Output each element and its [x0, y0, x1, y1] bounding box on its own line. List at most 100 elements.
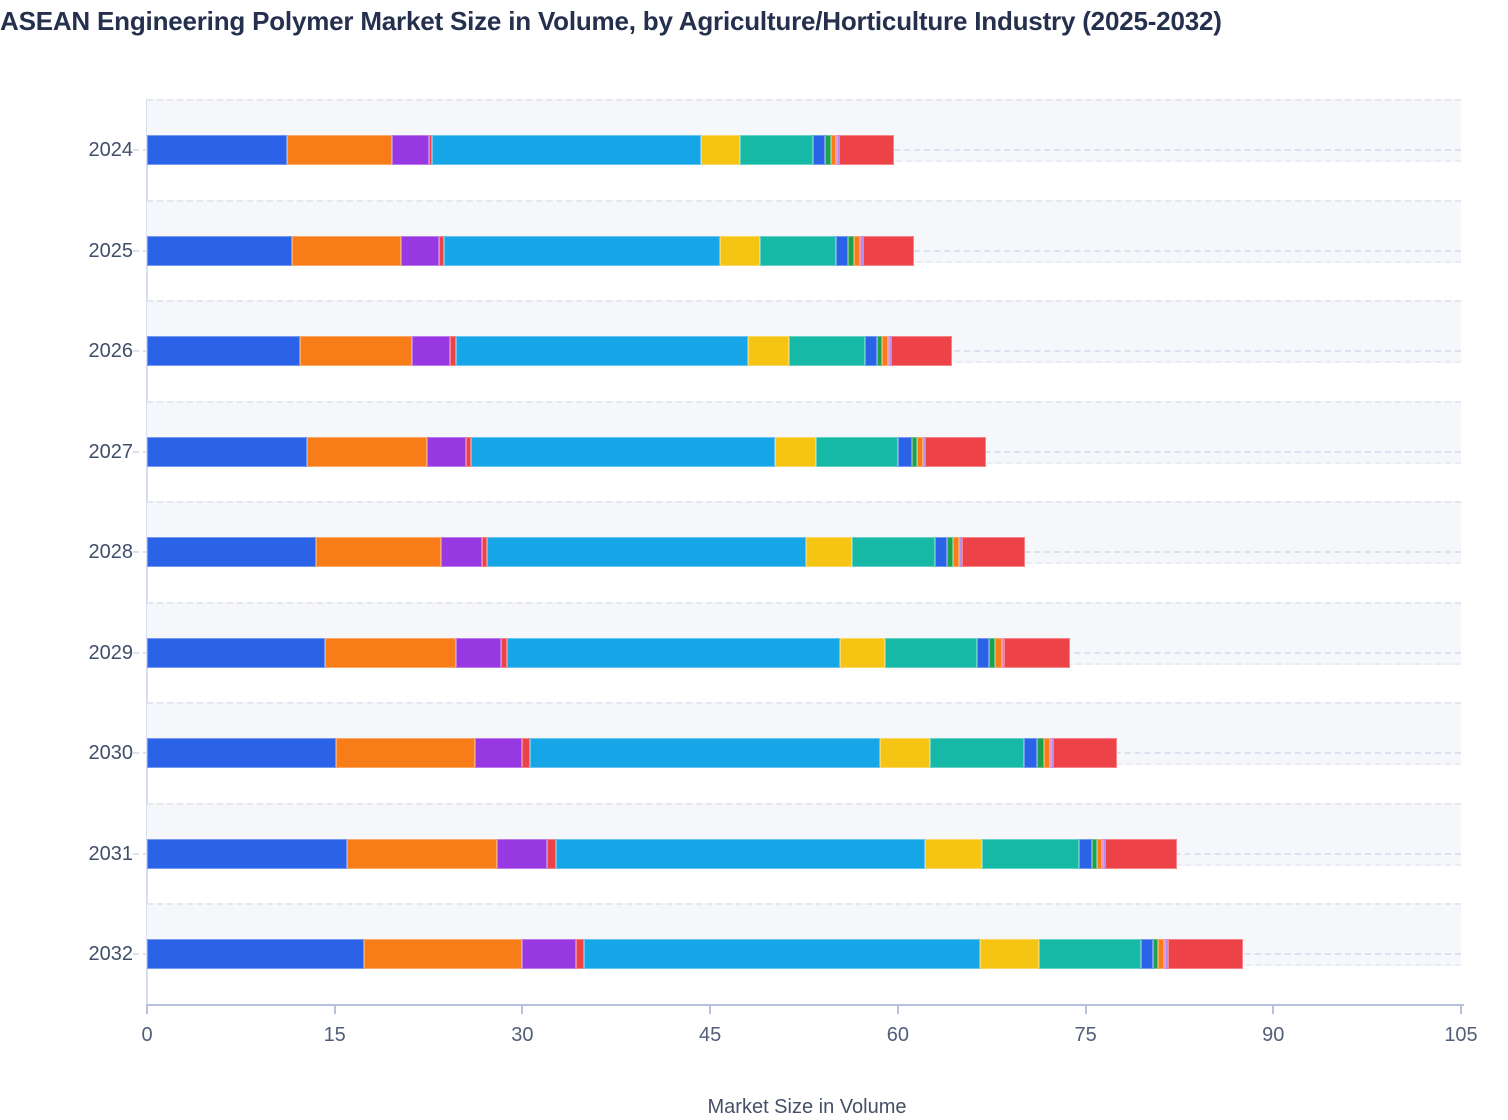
bar-segment-segment-10-orange[interactable] — [952, 537, 960, 568]
bar-segment-segment-04-red-thin[interactable] — [501, 637, 508, 668]
bar-segment-segment-12-violet[interactable] — [1051, 738, 1053, 769]
bar-segment-segment-12-violet[interactable] — [1166, 939, 1169, 970]
bar-segment-segment-01-blue[interactable] — [147, 436, 308, 467]
bar-segment-segment-03-purple[interactable] — [401, 235, 439, 266]
bar-segment-segment-06-yellow[interactable] — [720, 235, 761, 266]
bar-segment-segment-08-blue[interactable] — [865, 336, 877, 367]
bar-segment-segment-07-teal[interactable] — [930, 738, 1025, 769]
bar-segment-segment-07-teal[interactable] — [816, 436, 898, 467]
bar-segment-segment-10-orange[interactable] — [881, 336, 889, 367]
bar-segment-segment-09-green[interactable] — [1036, 738, 1045, 769]
bar-segment-segment-05-light-blue[interactable] — [443, 235, 721, 266]
bar-segment-segment-02-orange[interactable] — [324, 637, 457, 668]
bar-segment-segment-11-pink[interactable] — [860, 235, 862, 266]
bar-segment-segment-13-red[interactable] — [890, 336, 952, 367]
bar-segment-segment-05-light-blue[interactable] — [487, 537, 807, 568]
bar-segment-segment-04-red-thin[interactable] — [576, 939, 584, 970]
bar-segment-segment-13-red[interactable] — [1052, 738, 1117, 769]
bar-segment-segment-05-light-blue[interactable] — [556, 838, 926, 869]
bar-segment-segment-07-teal[interactable] — [788, 336, 866, 367]
bar-segment-segment-03-purple[interactable] — [474, 738, 523, 769]
bar-segment-segment-08-blue[interactable] — [836, 235, 848, 266]
bar-segment-segment-13-red[interactable] — [1004, 637, 1071, 668]
bar-segment-segment-07-teal[interactable] — [740, 135, 813, 165]
bar-segment-segment-05-light-blue[interactable] — [583, 939, 981, 970]
bar-segment-segment-06-yellow[interactable] — [806, 537, 852, 568]
bar-segment-segment-02-orange[interactable] — [335, 738, 475, 769]
bar-segment-segment-03-purple[interactable] — [456, 637, 502, 668]
bar-segment-segment-06-yellow[interactable] — [701, 135, 741, 165]
bar-segment-segment-10-orange[interactable] — [1096, 838, 1102, 869]
bar-segment-segment-08-blue[interactable] — [897, 436, 912, 467]
bar-segment-segment-04-red-thin[interactable] — [466, 436, 472, 467]
bar-segment-segment-03-purple[interactable] — [412, 336, 450, 367]
bar-segment-segment-05-light-blue[interactable] — [432, 135, 702, 165]
bar-segment-segment-09-green[interactable] — [989, 637, 996, 668]
bar-segment-segment-06-yellow[interactable] — [840, 637, 886, 668]
bar-segment-segment-12-violet[interactable] — [861, 235, 863, 266]
bar-segment-segment-06-yellow[interactable] — [775, 436, 817, 467]
bar-segment-segment-12-violet[interactable] — [837, 135, 839, 165]
bar-segment-segment-13-red[interactable] — [1105, 838, 1177, 869]
bar-segment-segment-08-blue[interactable] — [1024, 738, 1037, 769]
bar-segment-segment-02-orange[interactable] — [292, 235, 402, 266]
bar-segment-segment-11-pink[interactable] — [836, 135, 838, 165]
bar-segment-segment-12-violet[interactable] — [889, 336, 891, 367]
bar-segment-segment-07-teal[interactable] — [885, 637, 977, 668]
bar-segment-segment-11-pink[interactable] — [1101, 838, 1104, 869]
bar-segment-segment-04-red-thin[interactable] — [482, 537, 488, 568]
bar-segment-segment-03-purple[interactable] — [522, 939, 577, 970]
bar-segment-segment-08-blue[interactable] — [935, 537, 947, 568]
bar-segment-segment-10-orange[interactable] — [853, 235, 861, 266]
bar-segment-segment-13-red[interactable] — [925, 436, 986, 467]
bar-segment-segment-07-teal[interactable] — [851, 537, 936, 568]
bar-segment-segment-07-teal[interactable] — [760, 235, 837, 266]
bar-segment-segment-12-violet[interactable] — [1103, 838, 1106, 869]
bar-segment-segment-10-orange[interactable] — [1158, 939, 1165, 970]
bar-segment-segment-06-yellow[interactable] — [925, 838, 982, 869]
bar-segment-segment-12-violet[interactable] — [924, 436, 926, 467]
bar-segment-segment-13-red[interactable] — [1168, 939, 1244, 970]
bar-segment-segment-04-red-thin[interactable] — [438, 235, 444, 266]
bar-segment-segment-01-blue[interactable] — [147, 537, 316, 568]
bar-segment-segment-02-orange[interactable] — [307, 436, 428, 467]
bar-segment-segment-10-orange[interactable] — [916, 436, 923, 467]
bar-segment-segment-03-purple[interactable] — [441, 537, 483, 568]
bar-segment-segment-08-blue[interactable] — [812, 135, 826, 165]
bar-segment-segment-06-yellow[interactable] — [880, 738, 931, 769]
bar-segment-segment-02-orange[interactable] — [315, 537, 442, 568]
bar-segment-segment-05-light-blue[interactable] — [471, 436, 776, 467]
bar-segment-segment-04-red-thin[interactable] — [449, 336, 457, 367]
bar-segment-segment-09-green[interactable] — [1091, 838, 1097, 869]
bar-segment-segment-02-orange[interactable] — [347, 838, 498, 869]
bar-segment-segment-03-purple[interactable] — [497, 838, 548, 869]
bar-segment-segment-09-green[interactable] — [876, 336, 882, 367]
bar-segment-segment-03-purple[interactable] — [427, 436, 467, 467]
bar-segment-segment-05-light-blue[interactable] — [507, 637, 841, 668]
bar-segment-segment-11-pink[interactable] — [1164, 939, 1167, 970]
bar-segment-segment-10-orange[interactable] — [831, 135, 837, 165]
bar-segment-segment-10-orange[interactable] — [995, 637, 1002, 668]
bar-segment-segment-02-orange[interactable] — [299, 336, 413, 367]
bar-segment-segment-01-blue[interactable] — [147, 135, 288, 165]
bar-segment-segment-05-light-blue[interactable] — [529, 738, 881, 769]
bar-segment-segment-09-green[interactable] — [946, 537, 953, 568]
bar-segment-segment-11-pink[interactable] — [959, 537, 961, 568]
bar-segment-segment-11-pink[interactable] — [1050, 738, 1052, 769]
bar-segment-segment-02-orange[interactable] — [287, 135, 393, 165]
bar-segment-segment-06-yellow[interactable] — [980, 939, 1040, 970]
bar-segment-segment-10-orange[interactable] — [1044, 738, 1051, 769]
bar-segment-segment-07-teal[interactable] — [981, 838, 1080, 869]
bar-segment-segment-01-blue[interactable] — [147, 939, 364, 970]
bar-segment-segment-09-green[interactable] — [825, 135, 832, 165]
bar-segment-segment-02-orange[interactable] — [363, 939, 523, 970]
bar-segment-segment-13-red[interactable] — [838, 135, 894, 165]
bar-segment-segment-08-blue[interactable] — [1140, 939, 1154, 970]
bar-segment-segment-06-yellow[interactable] — [747, 336, 789, 367]
bar-segment-segment-12-violet[interactable] — [960, 537, 962, 568]
bar-segment-segment-13-red[interactable] — [862, 235, 915, 266]
bar-segment-segment-01-blue[interactable] — [147, 235, 293, 266]
bar-segment-segment-09-green[interactable] — [847, 235, 854, 266]
bar-segment-segment-05-light-blue[interactable] — [456, 336, 748, 367]
bar-segment-segment-01-blue[interactable] — [147, 637, 325, 668]
